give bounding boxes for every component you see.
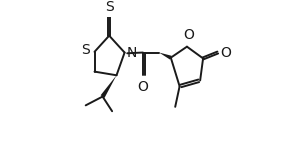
Text: O: O xyxy=(183,28,194,42)
Polygon shape xyxy=(101,75,117,98)
Polygon shape xyxy=(159,52,172,60)
Text: O: O xyxy=(137,80,148,94)
Text: S: S xyxy=(105,0,114,14)
Text: S: S xyxy=(81,43,90,57)
Text: O: O xyxy=(221,46,232,60)
Text: N: N xyxy=(127,46,137,60)
